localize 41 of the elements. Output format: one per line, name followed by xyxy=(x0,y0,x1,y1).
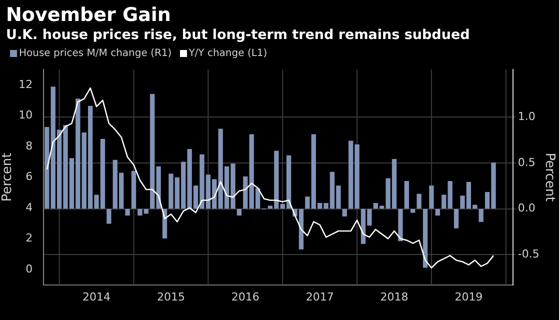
y2-tick-label: 0.0 xyxy=(518,202,536,215)
y2-tick-label: 1.0 xyxy=(518,110,536,124)
legend-label: House prices M/M change (R1) xyxy=(19,48,172,58)
y-tick-label: 2 xyxy=(26,232,33,245)
bar xyxy=(478,208,484,222)
y-tick-label: 0 xyxy=(26,262,33,276)
bar xyxy=(416,194,422,209)
y-tick-label: 12 xyxy=(18,78,33,91)
bar xyxy=(448,180,452,209)
x-tick-label: 2017 xyxy=(306,290,334,304)
bar xyxy=(243,176,248,209)
bar xyxy=(342,208,347,216)
x-tick-label: 2016 xyxy=(231,290,260,304)
chart-subtitle: U.K. house prices rise, but long-term trend remains subdued xyxy=(5,26,471,45)
bar xyxy=(442,194,446,209)
x-tick-label: 2018 xyxy=(380,290,408,304)
y-tick-label: 10 xyxy=(18,108,33,122)
x-tick-label: 2015 xyxy=(156,290,185,304)
chart-title: November Gain xyxy=(5,3,172,26)
bar xyxy=(131,170,136,209)
x-tick-label: 2014 xyxy=(82,290,111,304)
legend-label: Y/Y change (L1) xyxy=(188,48,268,58)
y2-axis-title: Percent xyxy=(542,152,557,202)
x-tick-label: 2019 xyxy=(454,290,483,304)
bar xyxy=(422,208,428,268)
y2-tick-label: 0.5 xyxy=(518,156,536,169)
bar xyxy=(410,208,416,213)
y-tick-label: 8 xyxy=(26,139,33,152)
bar xyxy=(44,126,50,209)
bar xyxy=(435,208,440,216)
y2-tick-label: -0.5 xyxy=(518,247,540,260)
y-tick-label: 6 xyxy=(26,170,33,184)
y-tick-label: 4 xyxy=(26,200,33,214)
bar xyxy=(236,208,242,216)
y-axis-title: Percent xyxy=(0,152,16,202)
bar xyxy=(125,208,130,216)
bar xyxy=(398,208,403,242)
bar xyxy=(404,180,409,209)
bar xyxy=(106,208,112,224)
bar xyxy=(429,186,434,209)
bar xyxy=(454,208,459,228)
